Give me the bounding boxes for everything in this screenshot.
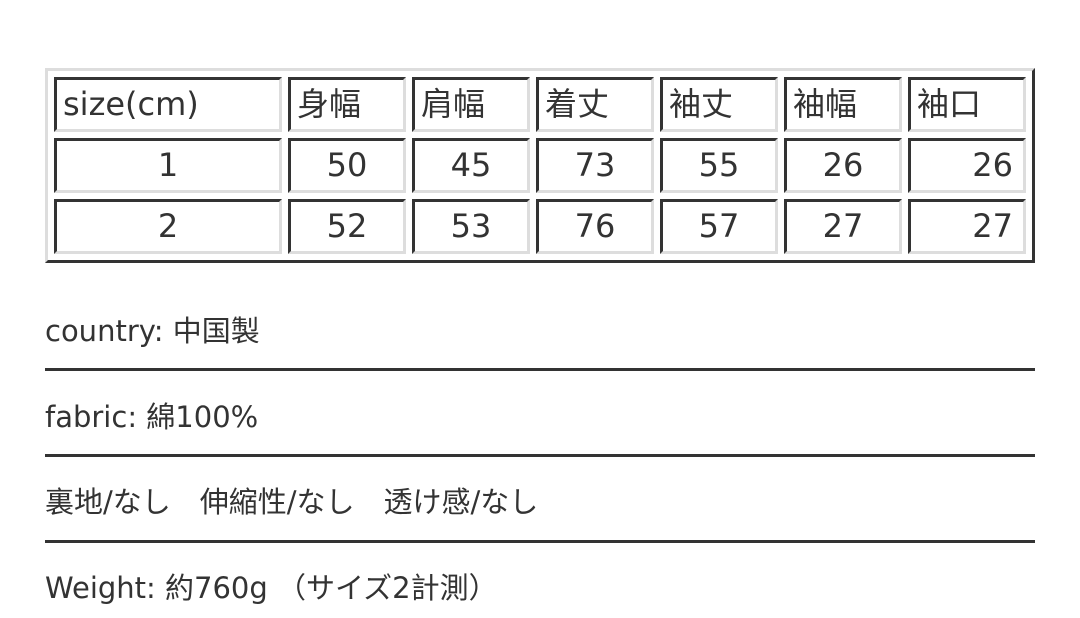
- country-text: country: 中国製: [45, 314, 260, 348]
- table-cell: 57: [660, 199, 778, 254]
- table-cell: 50: [288, 138, 406, 193]
- table-cell: 73: [536, 138, 654, 193]
- divider: [45, 454, 1035, 457]
- table-cell: 27: [784, 199, 902, 254]
- table-cell: 26: [908, 138, 1026, 193]
- table-cell: 52: [288, 199, 406, 254]
- weight-text: Weight: 約760g （サイズ2計測）: [45, 571, 498, 605]
- table-cell: 26: [784, 138, 902, 193]
- size-table: size(cm) 身幅 肩幅 着丈 袖丈 袖幅 袖口 1 50 45 73 55…: [45, 68, 1035, 263]
- table-cell: 76: [536, 199, 654, 254]
- table-cell: 2: [54, 199, 282, 254]
- fabric-text: fabric: 綿100%: [45, 400, 259, 434]
- header-cell: 袖丈: [660, 77, 778, 132]
- header-cell: 身幅: [288, 77, 406, 132]
- table-cell: 1: [54, 138, 282, 193]
- table-cell: 55: [660, 138, 778, 193]
- table-cell: 45: [412, 138, 530, 193]
- header-cell: 着丈: [536, 77, 654, 132]
- table-row: 1 50 45 73 55 26 26: [54, 138, 1026, 193]
- header-cell: 袖口: [908, 77, 1026, 132]
- table-cell: 53: [412, 199, 530, 254]
- table-row: 2 52 53 76 57 27 27: [54, 199, 1026, 254]
- divider: [45, 368, 1035, 371]
- header-cell: 肩幅: [412, 77, 530, 132]
- divider: [45, 540, 1035, 543]
- features-text: 裏地/なし 伸縮性/なし 透け感/なし: [45, 485, 539, 519]
- table-header-row: size(cm) 身幅 肩幅 着丈 袖丈 袖幅 袖口: [54, 77, 1026, 132]
- header-cell: 袖幅: [784, 77, 902, 132]
- header-cell: size(cm): [54, 77, 282, 132]
- table-cell: 27: [908, 199, 1026, 254]
